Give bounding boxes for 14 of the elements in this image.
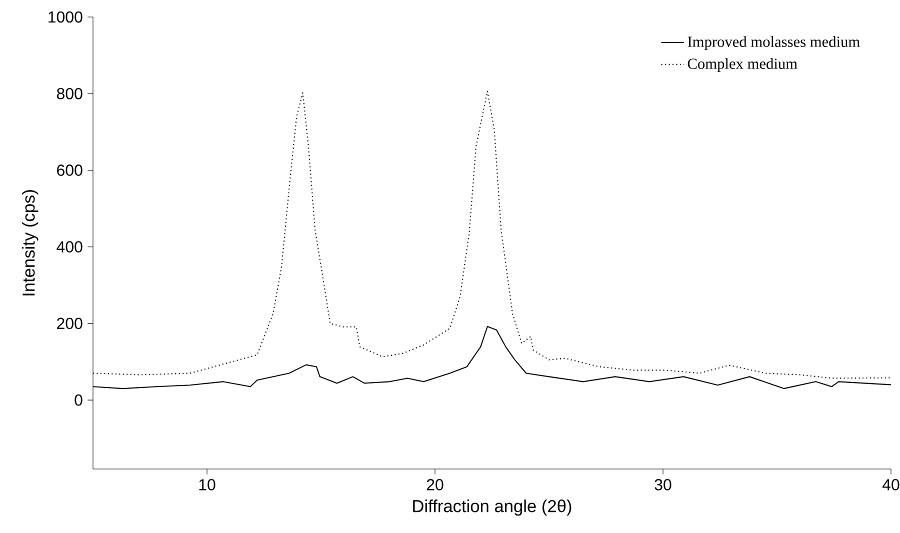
x-tick-label: 30 (654, 479, 672, 490)
x-axis-title: Diffraction angle (2θ) (413, 500, 572, 516)
x-tick-label: 10 (199, 479, 216, 490)
y-tick-label: 400 (56, 241, 82, 252)
legend-label: Improved molasses medium (688, 36, 860, 50)
y-tick-label: 800 (56, 88, 82, 100)
y-tick-label: 200 (57, 318, 82, 330)
y-tick-label: 600 (57, 164, 82, 176)
y-axis-title: Intensity (cps) (22, 190, 38, 296)
x-tick-label: 40 (882, 479, 900, 490)
y-tick-label: 0 (74, 394, 82, 406)
legend-label: Complex medium (688, 58, 798, 72)
y-tick-label: 1000 (48, 11, 82, 23)
x-tick-label: 20 (426, 479, 444, 490)
